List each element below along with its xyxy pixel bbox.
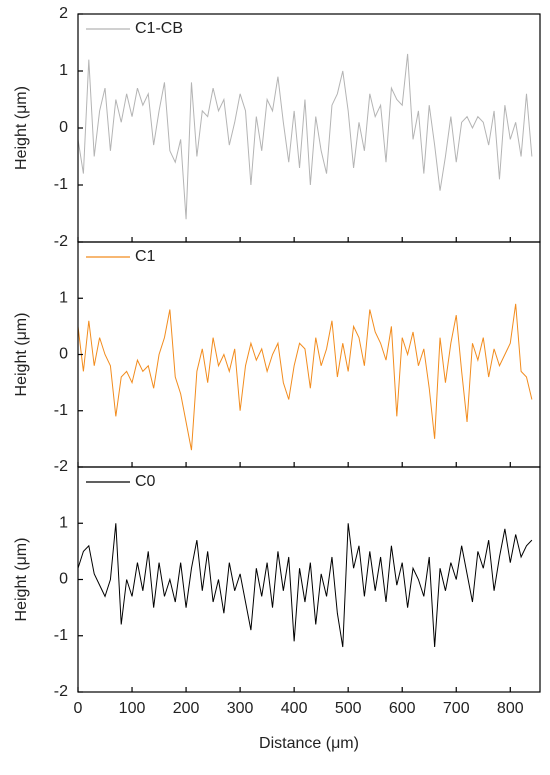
legend-label: C1 — [135, 248, 156, 265]
legend-label: C0 — [135, 473, 156, 490]
x-axis-label: Distance (μm) — [259, 735, 359, 752]
x-tick-label: 0 — [74, 700, 83, 717]
y-tick-label: 1 — [59, 514, 68, 531]
line — [77, 303, 533, 451]
x-tick-label: 200 — [173, 700, 200, 717]
y-tick-label: -2 — [54, 683, 68, 700]
x-tick-label: 700 — [443, 700, 470, 717]
plot-frame — [77, 13, 541, 243]
y-tick-label: 1 — [59, 62, 68, 79]
x-tick-label: 500 — [335, 700, 362, 717]
y-tick-label: 2 — [59, 5, 68, 22]
plot-frame — [77, 241, 541, 468]
y-axis-label: Height (μm) — [13, 86, 30, 170]
y-tick-label: -1 — [54, 402, 68, 419]
y-tick-label: 0 — [59, 571, 68, 588]
y-tick-label: 0 — [59, 119, 68, 136]
y-tick-label: 0 — [59, 346, 68, 363]
y-tick-label: 1 — [59, 289, 68, 306]
y-axis-label: Height (μm) — [13, 538, 30, 622]
x-tick-label: 400 — [281, 700, 308, 717]
y-tick-label: -1 — [54, 627, 68, 644]
line — [77, 53, 533, 220]
y-tick-label: -2 — [54, 233, 68, 250]
line — [77, 523, 533, 648]
x-tick-label: 800 — [497, 700, 524, 717]
plot-frame — [77, 466, 541, 693]
y-tick-label: -2 — [54, 458, 68, 475]
x-tick-label: 300 — [227, 700, 254, 717]
y-axis-label: Height (μm) — [13, 313, 30, 397]
legend-label: C1-CB — [135, 20, 183, 37]
x-tick-label: 600 — [389, 700, 416, 717]
x-tick-label: 100 — [119, 700, 146, 717]
y-tick-label: -1 — [54, 176, 68, 193]
